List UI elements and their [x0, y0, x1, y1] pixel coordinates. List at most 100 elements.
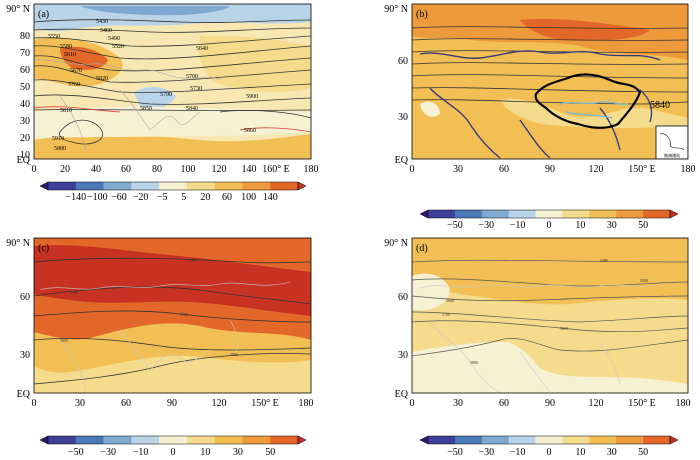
colorbar-arrow-low — [39, 435, 49, 445]
colorbar-swatch — [103, 182, 132, 190]
panel-c-contour-label: 5800 — [60, 338, 68, 343]
panel-a-anomaly-west-red — [60, 46, 108, 70]
colorbar-arrow-low — [39, 181, 49, 191]
panel-a-y-tick: 80 — [20, 31, 30, 42]
panel-d-x-tick: 90 — [545, 398, 555, 409]
panel-d-x-tick: 30 — [453, 398, 463, 409]
panel-a-contour-label: 5760 — [68, 82, 80, 88]
colorbar-swatch — [562, 210, 590, 218]
colorbar-tick-label: 30 — [607, 447, 617, 458]
panel-c-colorbar: −50 −30 −10 0 10 30 50 — [39, 435, 307, 458]
panel-b: 5840 南海诸岛 (b) EQ 30 60 90° N 0 30 60 90 … — [384, 3, 696, 231]
panel-b-x-tick: 150° E — [628, 164, 656, 175]
panel-c-x-ticks: 0 30 60 90 120 150° E 180 — [32, 398, 314, 409]
panel-b-x-tick: 120 — [589, 164, 604, 175]
panel-b-rivers — [559, 100, 629, 119]
panel-b-y-tick: 60 — [398, 56, 408, 67]
panel-a-contour-label: 5520 — [112, 44, 124, 50]
panel-a-y-tick: 90° N — [6, 4, 30, 15]
panel-c-contour-label: 5580 — [70, 290, 78, 295]
colorbar-tick-label: 60 — [222, 192, 232, 203]
panel-b-inset-text: 南海诸岛 — [664, 152, 680, 158]
panel-a-y-tick: EQ — [17, 155, 31, 166]
panel-d-x-tick: 180 — [676, 398, 691, 409]
colorbar-tick-label: −10 — [133, 447, 149, 458]
panel-a-y-tick: 50 — [20, 82, 30, 93]
colorbar-swatch — [214, 182, 243, 190]
panel-b-x-tick: 30 — [453, 164, 463, 175]
panel-a-x-tick: 0 — [32, 164, 37, 175]
panel-c-x-tick: 60 — [121, 398, 131, 409]
panel-d-x-tick: 150° E — [628, 398, 656, 409]
panel-a-contour-label: 5580 — [60, 44, 72, 50]
colorbar-tick-label: −50 — [68, 447, 84, 458]
colorbar-swatch — [428, 210, 456, 218]
panel-a-contour-label: 5820 — [96, 76, 108, 82]
panel-a-contour-label: 5850 — [140, 106, 152, 112]
colorbar-swatch — [270, 436, 299, 444]
panel-a-map: 5430 5460 5490 5520 5550 5580 5610 5640 … — [34, 4, 311, 159]
panel-b-inset-coast — [659, 133, 685, 151]
panel-a-x-tick: 140 — [242, 164, 257, 175]
colorbar-tick-label: 140 — [263, 192, 278, 203]
colorbar-tick-label: −20 — [133, 192, 149, 203]
colorbar-tick-label: 0 — [547, 447, 552, 458]
panel-a-contour-label: 5900 — [246, 94, 258, 100]
panel-a-anomaly-south-orange — [34, 134, 311, 159]
panel-a-contour-label: 5670 — [70, 68, 82, 74]
colorbar-tick-label: 100 — [241, 192, 256, 203]
colorbar-swatch — [508, 210, 536, 218]
panel-d-contour-label: 5800 — [560, 326, 568, 331]
panel-a-contour-label: 5860 — [244, 128, 256, 134]
panel-a-contour-label: 5700 — [186, 74, 198, 80]
colorbar-border — [427, 435, 671, 445]
panel-d-y-tick: 90° N — [384, 238, 408, 249]
panel-a-contour-label: 5550 — [48, 34, 60, 40]
colorbar-swatch — [75, 436, 104, 444]
panel-b-inset-frame — [655, 125, 688, 159]
panel-d-contour-label: 5880 — [470, 360, 478, 365]
panel-c-contour-labels: 5480 5580 5700 5800 5880 — [60, 258, 238, 357]
colorbar-tick-label: −140 — [65, 192, 86, 203]
panel-d: 5480 5580 5680 5700 5800 5880 (d) EQ 30 … — [384, 237, 691, 458]
panel-d-y-tick: 30 — [398, 350, 408, 361]
panel-a-label: (a) — [38, 9, 49, 20]
colorbar-swatch — [535, 436, 563, 444]
panel-d-colorbar: −50 −30 −10 0 10 30 50 — [419, 435, 679, 458]
panel-a: 5430 5460 5490 5520 5550 5580 5610 5640 … — [6, 3, 319, 203]
colorbar-tick-label: −10 — [510, 220, 526, 231]
panel-c-x-tick: 180 — [299, 398, 314, 409]
panel-d-contours — [412, 259, 688, 357]
colorbar-swatch — [131, 182, 160, 190]
colorbar-arrow-high — [297, 181, 307, 191]
colorbar-arrow-high — [669, 435, 679, 445]
colorbar-swatch — [481, 210, 509, 218]
panel-a-x-tick: 40 — [91, 164, 101, 175]
panel-d-label: (d) — [416, 243, 428, 254]
panel-a-frame — [33, 3, 312, 160]
panel-a-y-tick: 10 — [20, 150, 30, 161]
colorbar-swatch — [428, 436, 456, 444]
panel-d-coastlines — [419, 283, 661, 393]
panel-a-x-tick: 100 — [181, 164, 196, 175]
colorbar-arrow-high — [297, 435, 307, 445]
panel-d-contour-labels: 5480 5580 5680 5700 5800 5880 — [442, 258, 648, 365]
panel-a-contour-label: 5460 — [100, 28, 112, 34]
colorbar-tick-label: −50 — [447, 220, 463, 231]
colorbar-swatch — [643, 210, 671, 218]
colorbar-border — [427, 209, 671, 219]
panel-b-contour-label: 5840 — [650, 100, 670, 111]
colorbar-tick-label: 10 — [575, 220, 585, 231]
colorbar-swatch — [589, 210, 617, 218]
panel-a-contour-label: 5640 — [196, 46, 208, 52]
panel-a-contour-label: 5910 — [52, 136, 64, 142]
panel-b-x-tick: 0 — [410, 164, 415, 175]
colorbar-tick-label: −50 — [447, 447, 463, 458]
panel-a-y-tick: 70 — [20, 48, 30, 59]
panel-c-y-tick: 60 — [20, 292, 30, 303]
colorbar-swatch — [159, 436, 188, 444]
colorbar-tick-label: 50 — [638, 220, 648, 231]
panel-a-y-tick: 40 — [20, 99, 30, 110]
colorbar-swatch — [75, 182, 104, 190]
